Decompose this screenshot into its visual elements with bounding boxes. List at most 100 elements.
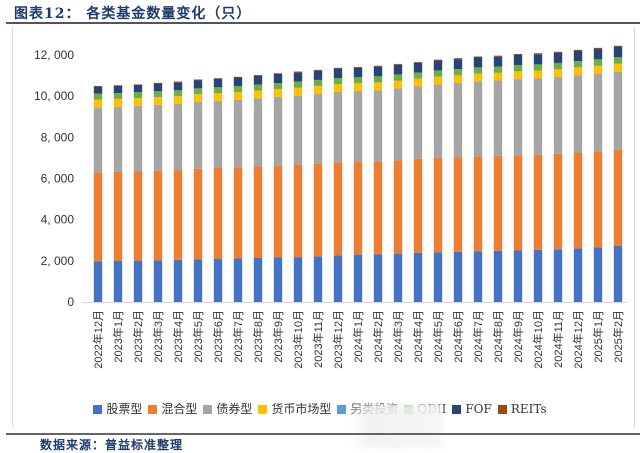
bar-stack	[154, 83, 162, 302]
legend-item: 债券型	[203, 400, 252, 417]
bar-stack	[374, 66, 382, 302]
x-tick-label: 2024年10月	[531, 310, 545, 369]
bar-segment	[334, 84, 342, 92]
y-tick-label: 4, 000	[41, 213, 75, 227]
x-tick-label: 2024年5月	[431, 310, 445, 363]
bar-segment	[454, 83, 462, 157]
bar-segment	[474, 67, 482, 73]
y-tick-label: 10, 000	[34, 89, 74, 103]
x-tick-label: 2024年3月	[391, 310, 405, 363]
legend-item: REITs	[498, 402, 547, 416]
bar-segment	[574, 68, 582, 76]
bar-segment	[394, 65, 402, 75]
bar-segment	[534, 64, 542, 70]
bar-segment	[534, 78, 542, 154]
bar-segment	[614, 46, 622, 47]
x-tick-label: 2024年9月	[511, 310, 525, 363]
bar-segment	[554, 63, 562, 69]
bar-segment	[394, 74, 402, 80]
bar-segment	[254, 98, 262, 166]
bar-segment	[214, 168, 222, 259]
bar-segment	[474, 74, 482, 82]
bar-segment	[374, 254, 382, 302]
bar-segment	[254, 75, 262, 76]
bar-stack	[514, 54, 522, 302]
bar-segment	[514, 55, 522, 65]
x-tick-label: 2023年5月	[191, 310, 205, 363]
legend-swatch	[258, 405, 267, 414]
bar-segment	[534, 155, 542, 250]
bar-stack	[334, 68, 342, 302]
x-tick-label: 2024年2月	[371, 310, 385, 363]
bar-segment	[194, 80, 202, 88]
bar-segment	[354, 83, 362, 91]
bar-segment	[494, 57, 502, 67]
bar-stack	[554, 52, 562, 302]
x-tick-label: 2024年11月	[551, 310, 565, 368]
y-tick-label: 6, 000	[41, 172, 75, 186]
bar-segment	[594, 247, 602, 302]
x-tick-label: 2023年2月	[131, 310, 145, 363]
bar-segment	[414, 73, 422, 79]
bar-segment	[514, 155, 522, 250]
bar-segment	[114, 86, 122, 93]
y-tick-label: 2, 000	[41, 254, 75, 268]
bar-segment	[254, 167, 262, 258]
y-tick-label: 12, 000	[34, 48, 74, 62]
bar-segment	[314, 71, 322, 80]
bar-segment	[134, 85, 142, 92]
bar-segment	[114, 99, 122, 107]
legend-swatch	[93, 405, 102, 414]
bar-segment	[554, 77, 562, 154]
bar-segment	[94, 100, 102, 108]
bar-segment	[334, 69, 342, 78]
bar-segment	[474, 156, 482, 251]
bar-stack	[194, 79, 202, 302]
legend-item: 混合型	[148, 400, 197, 417]
bar-segment	[314, 80, 322, 86]
x-tick-label: 2023年1月	[111, 310, 125, 363]
bar-stack	[134, 84, 142, 302]
bar-segment	[414, 79, 422, 87]
bar-segment	[294, 72, 302, 73]
bar-stack	[214, 78, 222, 302]
bar-segment	[354, 162, 362, 255]
x-tick-label: 2023年8月	[251, 310, 265, 363]
bar-segment	[214, 78, 222, 79]
bar-segment	[234, 77, 242, 78]
bar-segment	[154, 171, 162, 261]
bar-segment	[434, 77, 442, 85]
bar-segment	[474, 57, 482, 58]
bar-segment	[354, 67, 362, 68]
x-tick-label: 2023年10月	[291, 310, 305, 369]
bar-segment	[394, 254, 402, 302]
bar-segment	[134, 172, 142, 261]
bar-segment	[274, 166, 282, 258]
data-source: 数据来源：普益标准整理	[40, 436, 183, 453]
bar-segment	[294, 165, 302, 257]
bar-segment	[314, 94, 322, 164]
bar-segment	[454, 157, 462, 252]
bar-segment	[194, 94, 202, 102]
bar-segment	[614, 246, 622, 302]
bar-segment	[374, 83, 382, 91]
bar-segment	[94, 172, 102, 261]
bar-stack	[274, 73, 282, 302]
bar-segment	[234, 259, 242, 302]
legend-swatch	[337, 405, 346, 414]
bar-segment	[394, 64, 402, 65]
bar-segment	[494, 251, 502, 302]
bar-segment	[534, 53, 542, 54]
bar-segment	[614, 150, 622, 246]
legend-item: FOF	[452, 402, 492, 416]
bar-segment	[434, 252, 442, 302]
bar-segment	[554, 69, 562, 77]
bar-segment	[294, 82, 302, 88]
bar-segment	[134, 261, 142, 302]
legend-item: 货币市场型	[258, 400, 331, 417]
x-tick-label: 2024年6月	[451, 310, 465, 363]
legend-label: 股票型	[106, 402, 142, 416]
bar-segment	[194, 259, 202, 302]
bar-segment	[594, 74, 602, 152]
bar-stack	[394, 64, 402, 302]
